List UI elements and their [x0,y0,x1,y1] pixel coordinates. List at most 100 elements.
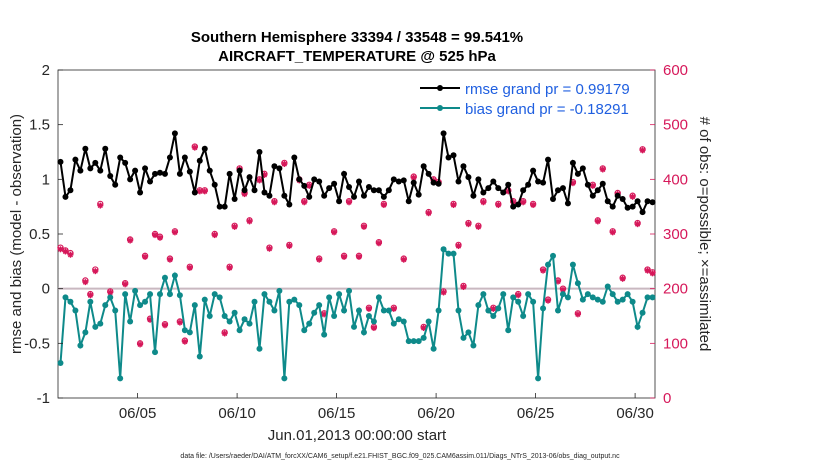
obs-assimilated-stroke [515,292,521,298]
bias-point [440,246,447,253]
rmse-point [505,181,512,188]
bias-point [216,294,223,301]
rmse-point [624,204,631,211]
chart-title: Southern Hemisphere 33394 / 33548 = 99.5… [191,29,523,46]
bias-point [525,291,532,298]
bias-point [346,287,353,294]
bias-point [445,250,452,257]
bias-point [380,307,387,314]
bias-point [619,296,626,303]
bias-point [500,291,507,298]
bias-point [341,307,348,314]
bias-point [311,309,318,316]
obs-assimilated-stroke [167,257,173,263]
bias-point [435,307,442,314]
bias-point [405,338,412,345]
obs-assimilated-stroke [331,229,337,235]
rmse-point [311,176,318,183]
y-axis-right-label: # of obs: o=possible; ×=assimilated [696,117,713,352]
obs-assimilated-point [634,221,641,228]
obs-assimilated-point [196,188,203,195]
obs-assimilated-point [569,180,576,187]
rmse-point [430,179,437,186]
obs-assimilated-point [152,232,159,239]
bias-point [251,298,258,305]
obs-assimilated-stroke [142,254,148,260]
rmse-point [97,167,104,174]
obs-assimilated-stroke [381,202,387,208]
legend-bias-marker [437,105,443,111]
rmse-point [67,187,74,194]
rmse-point [540,179,547,186]
bias-point [520,313,527,319]
rmse-point [132,167,139,174]
rmse-point [649,199,656,206]
obs-assimilated-stroke [212,232,218,238]
obs-assimilated-point [574,311,581,318]
bias-point [639,309,646,316]
bias-point [331,313,338,319]
bias-point [127,318,134,325]
rmse-point [296,176,303,183]
obs-assimilated-stroke [286,243,292,249]
obs-assimilated-stroke [222,330,228,337]
bias-point [161,274,168,281]
obs-assimilated-stroke [197,188,203,194]
obs-assimilated-point [331,229,338,236]
obs-assimilated-point [176,319,183,326]
bias-point [550,252,557,259]
bias-point [62,294,69,301]
obs-assimilated-stroke [639,147,646,153]
rmse-point [639,209,646,216]
rmse-point [346,183,353,190]
obs-assimilated-stroke [172,229,178,235]
obs-assimilated-point [355,253,362,260]
rmse-point [485,185,492,192]
obs-assimilated-point [87,292,94,299]
bias-point [495,305,502,312]
obs-assimilated-stroke [530,202,536,208]
obs-assimilated-point [246,218,253,225]
bias-point [390,320,397,327]
obs-assimilated-point [390,305,397,312]
obs-assimilated-point [156,234,163,241]
obs-assimilated-stroke [87,292,93,298]
legend-rmse-marker [437,85,443,91]
bias-point [490,313,497,319]
bias-point [649,294,656,301]
obs-assimilated-point [306,182,313,189]
bias-point [226,318,233,325]
rmse-point [216,203,223,210]
bias-point [351,323,358,330]
obs-assimilated-point [545,297,552,304]
bias-point [594,296,601,303]
rmse-point [629,203,636,210]
rmse-point [500,189,507,196]
obs-assimilated-point [515,292,522,299]
obs-assimilated-stroke [490,306,496,312]
obs-assimilated-point [380,202,387,209]
bias-point [176,292,183,299]
rmse-point [112,181,119,188]
rmse-point [375,187,382,194]
bias-point [400,318,407,325]
rmse-point [410,179,417,186]
x-tick-label: 06/05 [119,405,157,422]
bias-point [171,272,178,279]
bias-point [540,305,547,312]
obs-assimilated-point [341,253,348,260]
obs-assimilated-point [221,330,228,337]
rmse-point [117,154,124,161]
obs-assimilated-point [644,267,651,274]
rmse-point [316,178,323,185]
bias-point [370,318,377,325]
rmse-point [564,200,571,207]
obs-assimilated-stroke [281,161,287,167]
rmse-point [156,169,163,176]
bias-point [385,307,392,314]
bias-point [211,291,218,298]
obs-assimilated-stroke [177,319,183,326]
obs-assimilated-stroke [610,229,616,235]
obs-assimilated-stroke [455,243,462,249]
rmse-point [490,178,497,185]
